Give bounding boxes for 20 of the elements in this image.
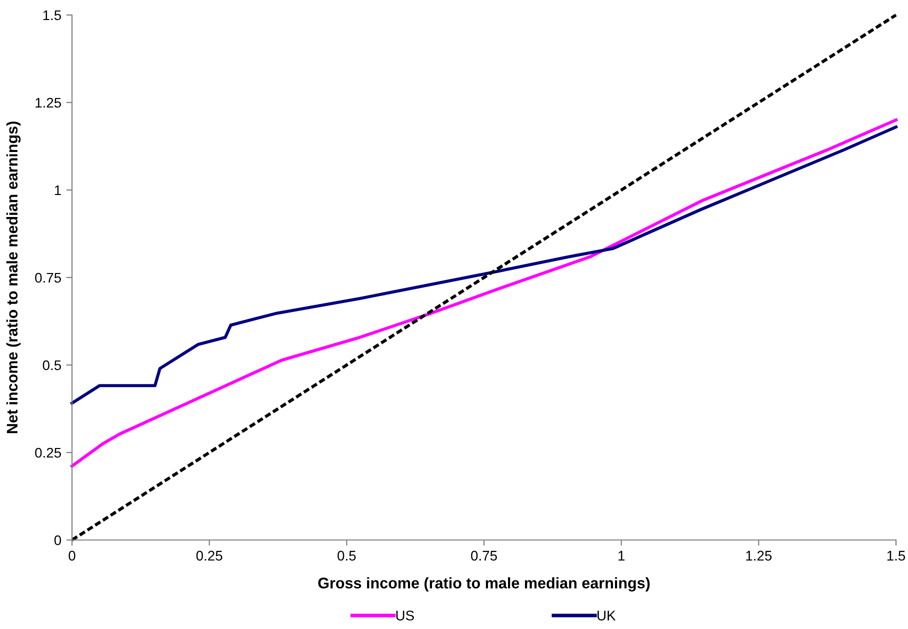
legend-label: UK: [598, 610, 616, 620]
line-series: [70, 118, 898, 468]
x-tick-label: 1: [618, 550, 625, 560]
y-tick-label: 0.5: [42, 360, 62, 370]
y-axis-title: Net income (ratio to male median earnings): [6, 122, 21, 434]
x-tick-label: 1.5: [887, 550, 906, 561]
x-tick-label: 0.75: [471, 550, 497, 561]
y-tick-label: 0: [54, 535, 62, 546]
x-tick-label: 0.5: [338, 550, 356, 561]
x-tick-label: 1.25: [746, 550, 772, 561]
x-tick-label: 0: [68, 550, 76, 561]
y-tick-label: 0.75: [35, 272, 62, 283]
y-tick-label: 1.25: [36, 98, 62, 108]
x-axis-title: Gross income (ratio to male median earnings): [318, 577, 650, 592]
y-tick-label: 1.5: [43, 10, 62, 20]
legend-label: US: [396, 610, 414, 620]
x-tick-label: 0.25: [196, 550, 222, 561]
y-tick-label: 0.25: [35, 448, 62, 458]
y-tick-label: 1: [54, 185, 61, 196]
line-series: [70, 125, 898, 405]
